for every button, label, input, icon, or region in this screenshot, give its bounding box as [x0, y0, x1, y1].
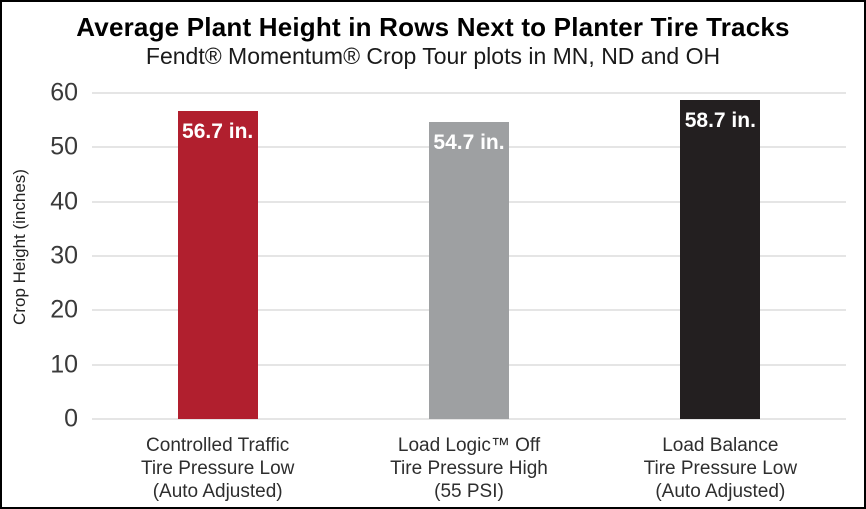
chart-title: Average Plant Height in Rows Next to Pla…: [76, 12, 790, 42]
bar-load-logic-off: 54.7 in.: [429, 121, 509, 419]
y-tick-label-0: 0: [64, 404, 78, 433]
y-tick-label-10: 10: [50, 350, 78, 379]
x-tick-label-line: Load Balance: [662, 435, 779, 456]
x-tick-label-line: Load Logic™ Off: [397, 435, 541, 456]
bar-value-label-load-logic-off: 54.7 in.: [433, 130, 505, 154]
x-tick-label-line: (Auto Adjusted): [655, 481, 786, 502]
x-tick-label-load-balance: Load Balance Tire Pressure Low (Auto Adjus…: [590, 434, 850, 503]
y-tick-label-30: 30: [50, 241, 78, 270]
plot-area: 56.7 in. 54.7 in. 58.7 in.: [92, 74, 846, 420]
bar-value-label-load-balance: 58.7 in.: [684, 109, 756, 133]
chart-subtitle: Fendt® Momentum® Crop Tour plots in MN, …: [145, 43, 721, 69]
y-axis-ticks: 0 10 20 30 40 50 60: [2, 74, 86, 431]
x-tick-label-line: (55 PSI): [434, 481, 504, 502]
y-tick-label-20: 20: [50, 295, 78, 324]
x-tick-label-load-logic-off: Load Logic™ Off Tire Pressure High (55 PSI…: [339, 434, 599, 503]
x-tick-label-line: Tire Pressure High: [390, 458, 548, 479]
y-tick-label-60: 60: [50, 78, 78, 107]
bar-load-balance: 58.7 in.: [680, 100, 761, 419]
bar-controlled-traffic: 56.7 in.: [177, 110, 258, 419]
y-tick-label-40: 40: [50, 187, 78, 216]
x-tick-label-line: Tire Pressure Low: [140, 458, 295, 479]
x-axis-labels: Controlled Traffic Tire Pressure Low (Auto…: [92, 434, 846, 507]
y-tick-label-50: 50: [50, 132, 78, 161]
x-tick-label-line: Controlled Traffic: [146, 435, 290, 456]
x-tick-label-controlled-traffic: Controlled Traffic Tire Pressure Low (Auto…: [88, 434, 348, 503]
gridline-0: [92, 418, 846, 420]
bar-value-label-controlled-traffic: 56.7 in.: [182, 119, 254, 143]
gridline-60: [92, 92, 846, 95]
x-tick-label-line: (Auto Adjusted): [152, 481, 283, 502]
x-tick-label-line: Tire Pressure Low: [643, 458, 798, 479]
